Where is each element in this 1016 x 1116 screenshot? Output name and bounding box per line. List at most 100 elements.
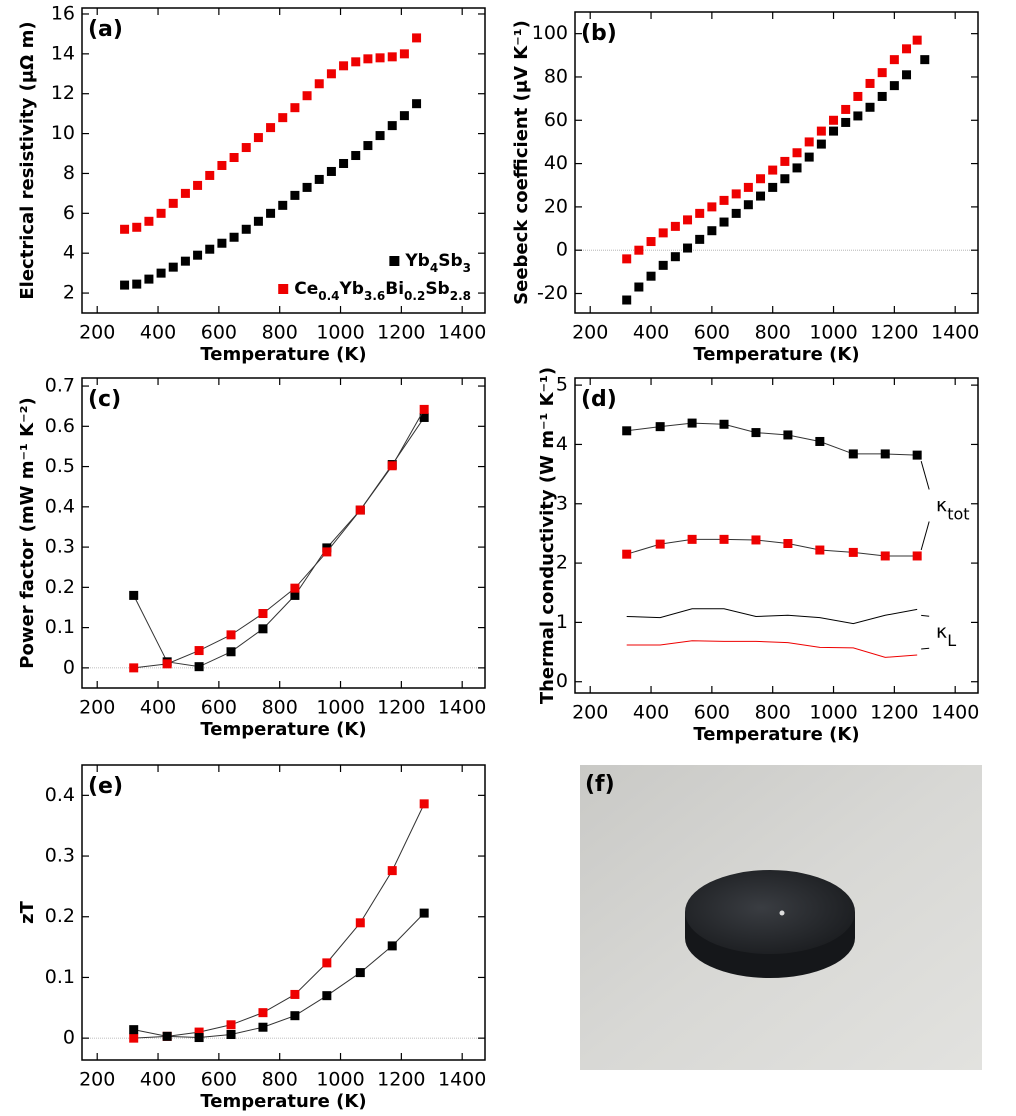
marker: [634, 282, 644, 292]
marker: [683, 215, 693, 225]
x-tick-label: 1200: [870, 322, 918, 344]
x-tick-label: 200: [79, 1069, 115, 1091]
y-axis-label: Power factor (mW m⁻¹ K⁻²): [17, 397, 38, 668]
x-tick-label: 400: [633, 702, 669, 724]
marker: [683, 243, 693, 253]
plot-frame: [574, 377, 979, 694]
marker: [815, 545, 825, 555]
marker: [253, 216, 263, 226]
marker: [355, 505, 365, 515]
marker: [120, 280, 130, 290]
series-line: [626, 422, 918, 456]
plot-frame: [574, 11, 979, 314]
marker: [743, 200, 753, 210]
marker: [278, 200, 288, 210]
marker: [687, 534, 697, 544]
marker: [865, 102, 875, 112]
x-tick-label: 1400: [438, 1069, 486, 1091]
panel-label: (f): [585, 772, 615, 797]
marker: [266, 208, 276, 218]
x-tick-label: 800: [755, 322, 791, 344]
y-tick-label: 0.1: [45, 616, 75, 638]
marker: [205, 244, 215, 254]
marker: [375, 131, 385, 141]
y-tick-label: 100: [532, 22, 568, 44]
panel: 200 400 600 800 1000 1200 1400 2 4 6 8 10 12 14 16 Temp…: [17, 2, 486, 365]
marker: [351, 57, 361, 67]
marker: [322, 958, 332, 968]
marker: [375, 53, 385, 63]
marker: [792, 148, 802, 158]
marker: [768, 182, 778, 192]
y-tick-label: 0: [556, 239, 568, 261]
sample-top: [685, 870, 855, 954]
marker: [290, 989, 300, 999]
marker: [129, 1025, 139, 1035]
marker: [848, 547, 858, 557]
plot-area: [129, 404, 429, 673]
marker: [314, 79, 324, 89]
x-tick-label: 600: [201, 1069, 237, 1091]
y-axis-label: Electrical resistivity (μΩ m): [17, 21, 38, 299]
marker: [670, 252, 680, 262]
y-tick-label: 60: [544, 109, 568, 131]
y-tick-label: 0.3: [45, 536, 75, 558]
x-tick-label: 600: [694, 322, 730, 344]
marker: [719, 419, 729, 429]
marker: [853, 111, 863, 121]
marker: [902, 44, 912, 54]
marker: [622, 295, 632, 305]
panel-label: (d): [581, 387, 617, 412]
x-axis-label: Temperature (K): [200, 1091, 366, 1112]
y-tick-label: 8: [63, 162, 75, 184]
y-tick-label: 20: [544, 195, 568, 217]
y-axis-label: zT: [17, 900, 38, 923]
marker: [258, 609, 268, 619]
marker: [780, 156, 790, 166]
x-tick-label: 800: [755, 702, 791, 724]
marker: [646, 237, 656, 247]
marker: [387, 121, 397, 131]
y-axis-label: Thermal conductivity (W m⁻¹ K⁻¹): [537, 367, 558, 704]
marker: [412, 33, 422, 43]
marker: [326, 166, 336, 176]
plot-area: [622, 418, 922, 658]
marker: [290, 583, 300, 593]
x-tick-label: 400: [633, 322, 669, 344]
marker: [912, 551, 922, 561]
marker: [768, 165, 778, 175]
marker: [399, 49, 409, 59]
marker: [144, 216, 154, 226]
y-tick-label: -20: [537, 282, 568, 304]
x-tick-label: 1200: [377, 322, 425, 344]
marker: [646, 271, 656, 281]
marker: [816, 139, 826, 149]
x-tick-label: 1400: [438, 697, 486, 719]
y-tick-label: 0.2: [45, 905, 75, 927]
marker: [322, 991, 332, 1001]
y-tick-label: 0: [556, 670, 568, 692]
x-tick-label: 1000: [809, 322, 857, 344]
x-tick-label: 400: [140, 697, 176, 719]
marker: [314, 174, 324, 184]
plot-frame: [81, 764, 486, 1061]
x-tick-label: 600: [694, 702, 730, 724]
marker: [241, 224, 251, 234]
marker: [877, 91, 887, 101]
y-tick-label: 0.3: [45, 845, 75, 867]
marker: [253, 133, 263, 143]
x-tick-label: 1200: [870, 702, 918, 724]
marker: [751, 535, 761, 545]
marker: [816, 126, 826, 136]
marker: [783, 539, 793, 549]
plot-frame: [81, 7, 486, 314]
marker: [168, 198, 178, 208]
plot-area: [129, 799, 429, 1043]
x-tick-label: 1000: [316, 697, 364, 719]
legend-marker: [389, 256, 400, 266]
marker: [756, 191, 766, 201]
marker: [144, 274, 154, 284]
marker: [622, 254, 632, 264]
marker: [229, 232, 239, 242]
